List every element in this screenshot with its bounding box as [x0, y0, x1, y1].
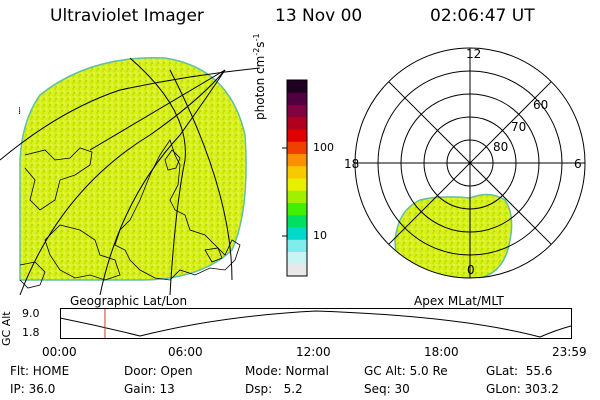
colorbar-swatch: [287, 116, 307, 130]
edge-marker: ⁞: [18, 106, 22, 117]
status-gain: Gain: 13: [124, 382, 175, 396]
colorbar-swatch: [287, 214, 307, 228]
colorbar-swatch: [287, 190, 307, 203]
mlat-label-80: 80: [493, 140, 508, 154]
colorbar-swatches: [287, 80, 307, 277]
colorbar-swatch: [287, 165, 307, 179]
colorbar: [282, 79, 308, 277]
mlt-label-12: 12: [466, 47, 481, 61]
mlt-label-0: 0: [467, 263, 475, 277]
x-tick-0000: 00:00: [42, 345, 77, 359]
colorbar-swatch: [287, 239, 307, 252]
geographic-image-panel: [0, 57, 260, 295]
altitude-ymin: 1.8: [22, 326, 40, 339]
mlat-label-70: 70: [511, 120, 526, 134]
date-label: 13 Nov 00: [275, 6, 363, 26]
status-ip: IP: 36.0: [10, 382, 56, 396]
mlt-label-18: 18: [344, 157, 359, 171]
colorbar-tick-100: 100: [313, 141, 334, 154]
x-tick-1800: 18:00: [424, 345, 459, 359]
colorbar-swatch: [287, 153, 307, 167]
colorbar-swatch: [287, 263, 307, 277]
status-door: Door: Open: [124, 364, 193, 378]
altitude-ylabel: GC Alt: [0, 311, 13, 346]
polar-plot: 12 18 6 0 60 70 80: [344, 47, 586, 279]
colorbar-swatch: [287, 202, 307, 216]
colorbar-unit-label: photon cm-2s-1: [252, 33, 267, 120]
mlat-label-60: 60: [533, 98, 548, 112]
colorbar-swatch: [287, 178, 307, 191]
status-seq: Seq: 30: [364, 382, 410, 396]
time-label: 02:06:47 UT: [430, 6, 535, 26]
status-gc-alt: GC Alt: 5.0 Re: [364, 364, 448, 378]
colorbar-swatch: [287, 251, 307, 265]
altitude-plot: [60, 308, 572, 339]
mlt-label-6: 6: [574, 157, 582, 171]
status-dsp: Dsp: 5.2: [245, 382, 303, 396]
colorbar-swatch: [287, 227, 307, 240]
colorbar-swatch: [287, 141, 307, 154]
x-tick-0600: 06:00: [168, 345, 203, 359]
geo-image-blob: [19, 57, 247, 281]
status-mode: Mode: Normal: [245, 364, 329, 378]
colorbar-swatch: [287, 80, 307, 93]
status-flt: Flt: HOME: [10, 364, 70, 378]
altitude-ymax: 9.0: [22, 307, 40, 320]
geo-panel-caption: Geographic Lat/Lon: [70, 294, 188, 308]
polar-panel-caption: Apex MLat/MLT: [414, 294, 504, 308]
colorbar-tick-10: 10: [313, 229, 327, 242]
status-glat: GLat: 55.6: [486, 364, 553, 378]
polar-image-blob: [394, 193, 513, 278]
status-glon: GLon: 303.2: [486, 382, 559, 396]
instrument-title: Ultraviolet Imager: [50, 6, 204, 26]
x-tick-1200: 12:00: [296, 345, 331, 359]
colorbar-swatch: [287, 104, 307, 118]
colorbar-swatch: [287, 129, 307, 142]
colorbar-swatch: [287, 92, 307, 105]
x-tick-2359: 23:59: [552, 345, 587, 359]
